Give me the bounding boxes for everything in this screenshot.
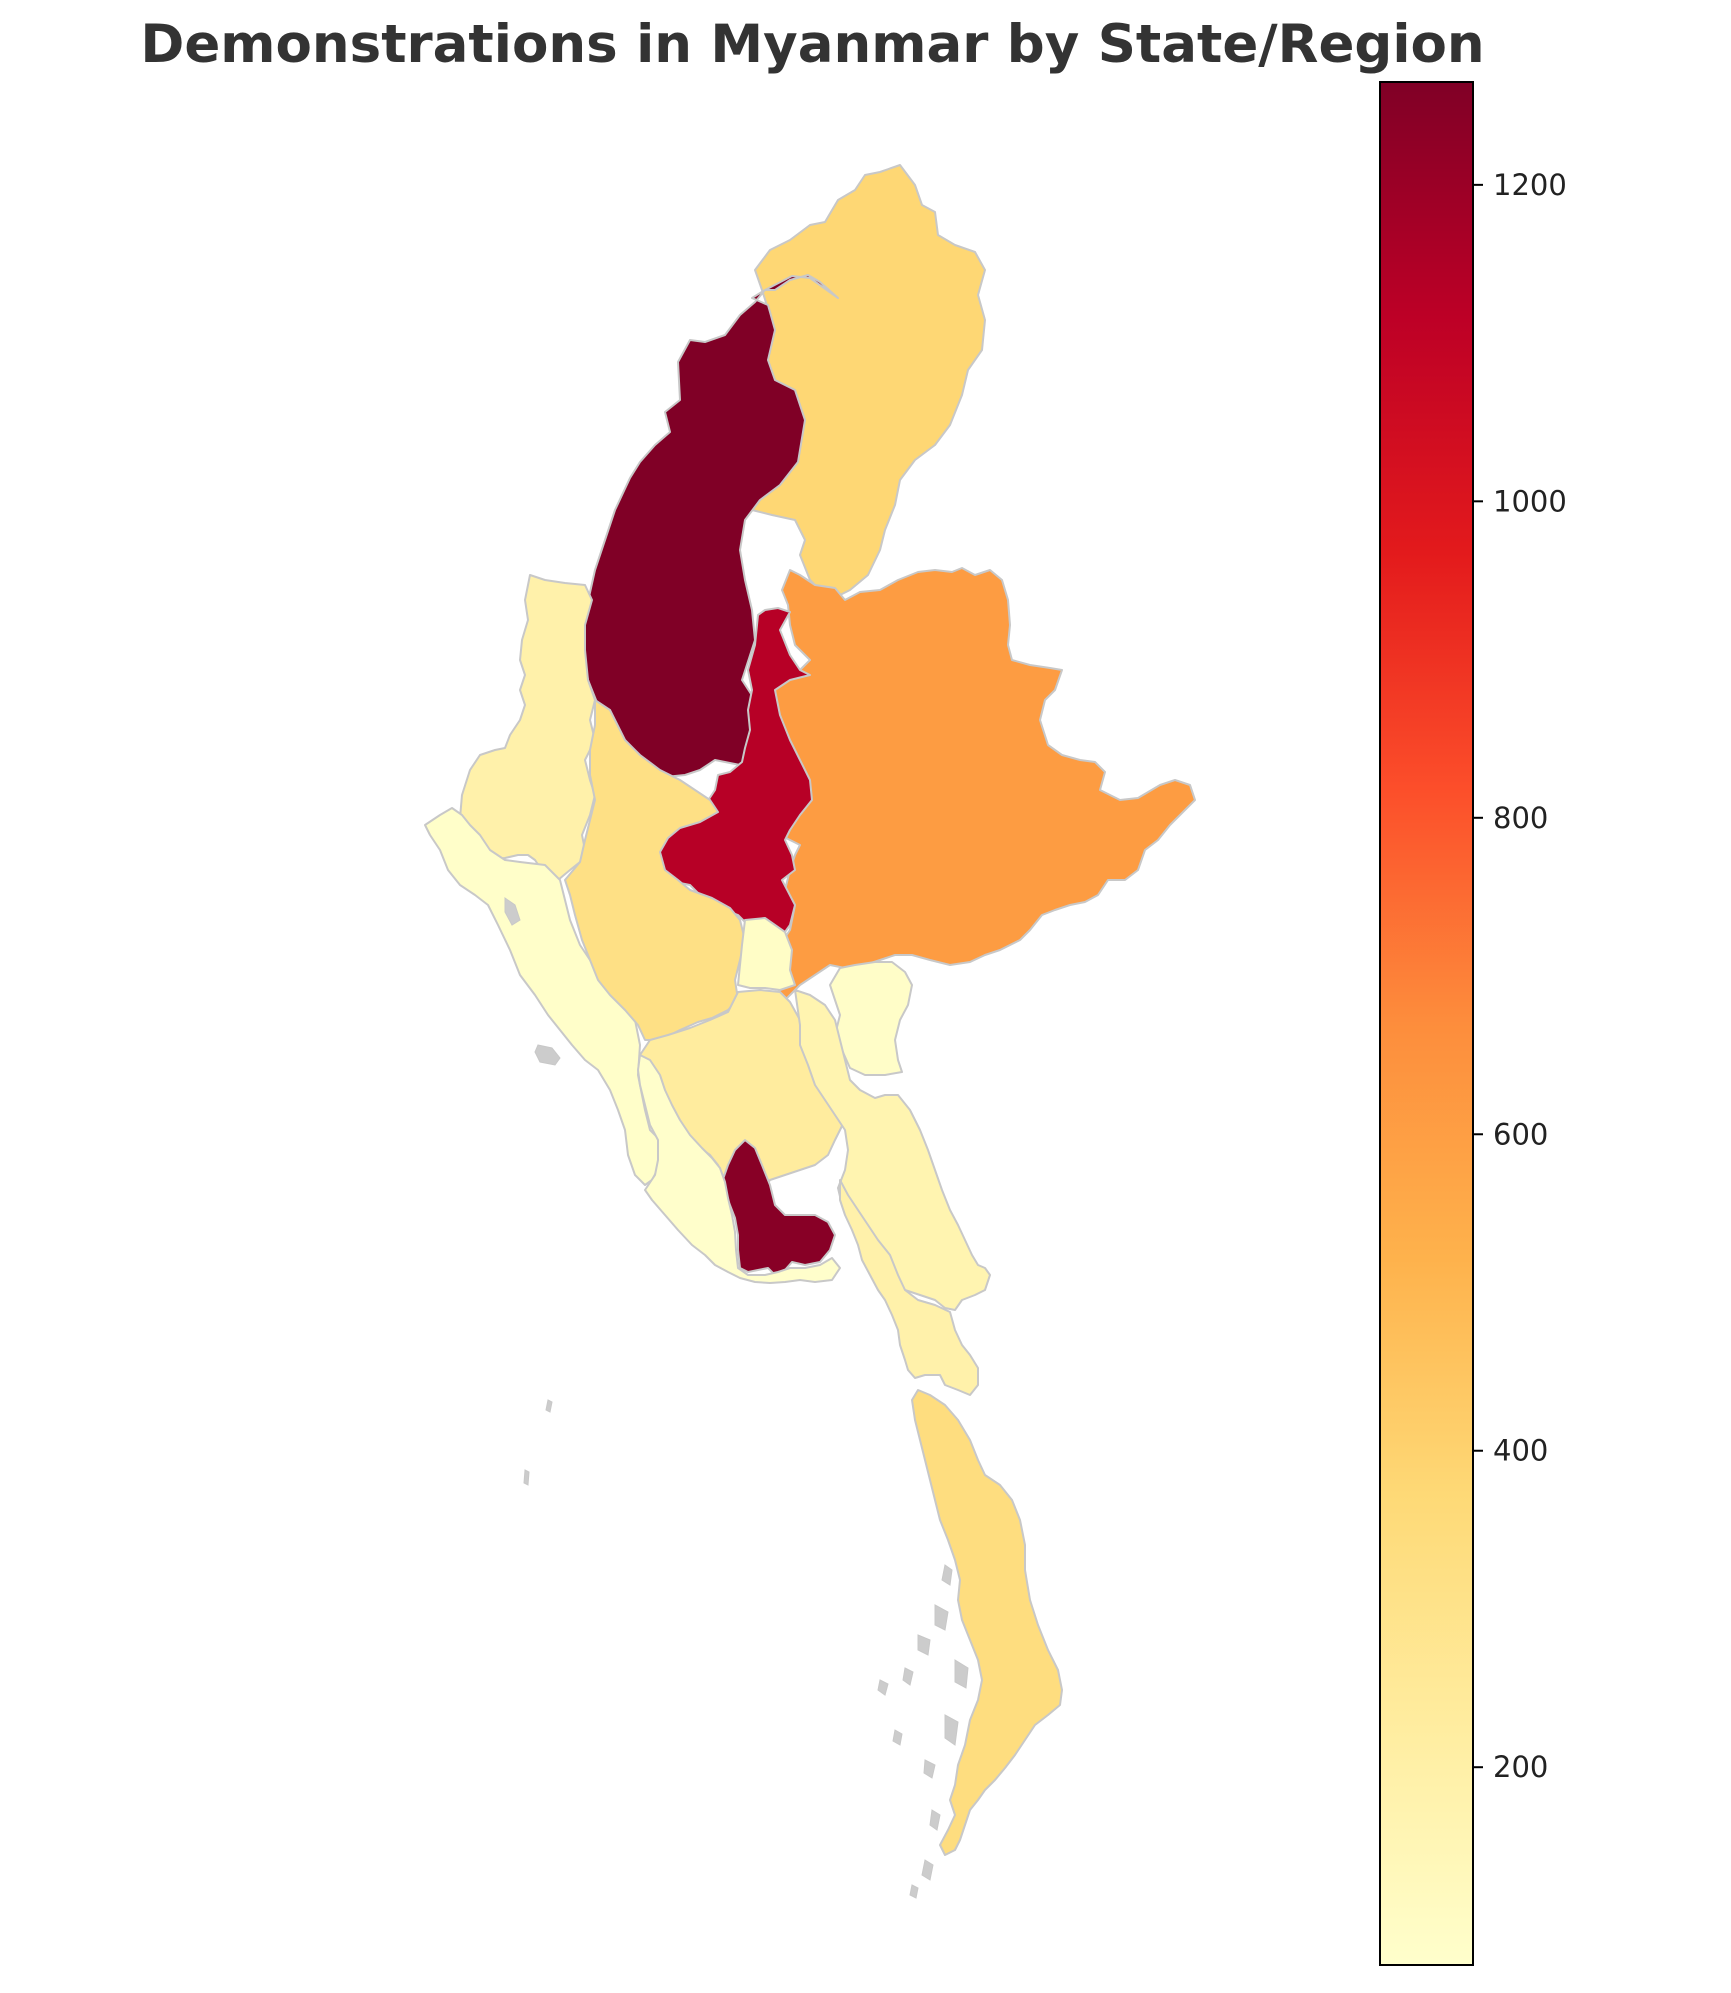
region-chin[interactable] — [459, 574, 596, 881]
region-kachin[interactable] — [737, 164, 986, 601]
colorbar-tick-label: 1000 — [1493, 484, 1567, 518]
coastal-islands — [504, 897, 969, 1899]
island-mergui-11 — [877, 1679, 889, 1696]
colorbar-gradient — [1379, 81, 1474, 1966]
island-mergui-8 — [929, 1809, 941, 1831]
region-shan[interactable] — [764, 567, 1196, 1001]
island-cheduba — [534, 1044, 561, 1066]
island-mergui-12 — [892, 1729, 903, 1746]
page-title: Demonstrations in Myanmar by State/Regio… — [140, 14, 1485, 75]
colorbar-tick-label: 200 — [1493, 1750, 1548, 1784]
colorbar-tick-label: 400 — [1493, 1434, 1548, 1468]
colorbar: 200 400 600 800 1000 1200 — [1379, 81, 1567, 1966]
region-naypyidaw[interactable] — [737, 917, 796, 991]
colorbar-tick-label: 1200 — [1493, 168, 1567, 202]
region-tanintharyi[interactable] — [911, 1389, 1063, 1856]
colorbar-ticks: 200 400 600 800 1000 1200 — [1473, 168, 1567, 1784]
map-regions — [424, 164, 1196, 1856]
island-mergui-10 — [909, 1884, 919, 1899]
island-mergui-4 — [954, 1659, 969, 1689]
island-mergui-7 — [923, 1759, 936, 1779]
region-kayin[interactable] — [794, 989, 991, 1311]
colorbar-tick-label: 600 — [1493, 1117, 1548, 1151]
region-ayeyarwady[interactable] — [637, 1054, 841, 1284]
island-mergui-9 — [921, 1859, 934, 1881]
island-mergui-6 — [944, 1714, 959, 1746]
island-ramree — [504, 897, 521, 926]
island-mergui-5 — [902, 1667, 914, 1686]
region-mon[interactable] — [839, 1179, 979, 1396]
island-mergui-2 — [934, 1604, 949, 1631]
island-mergui-1 — [941, 1564, 953, 1586]
region-kayah[interactable] — [829, 961, 913, 1076]
island-mergui-3 — [917, 1634, 931, 1656]
colorbar-tick-label: 800 — [1493, 801, 1548, 835]
island-small-2 — [523, 1469, 530, 1486]
island-small-1 — [545, 1399, 553, 1413]
